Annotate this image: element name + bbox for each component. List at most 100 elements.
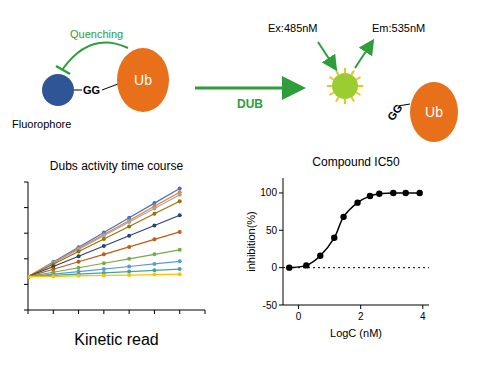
data-point xyxy=(178,267,182,271)
data-point xyxy=(152,206,156,210)
glow-ray xyxy=(352,97,355,101)
diagram: QuenchingFluorophoreGGUbDUBEx:485nMEm:53… xyxy=(12,22,458,142)
bond xyxy=(74,90,82,91)
data-point xyxy=(28,275,30,279)
bond xyxy=(398,104,410,106)
plot-area xyxy=(286,190,423,271)
data-point xyxy=(51,274,55,278)
data-point xyxy=(127,234,131,238)
y-tick xyxy=(24,207,28,208)
data-point xyxy=(127,220,131,224)
quench-arc xyxy=(62,42,128,70)
linker-label: GG xyxy=(83,84,100,96)
free-fluorophore xyxy=(332,73,358,99)
series-line xyxy=(28,215,180,276)
y-tick xyxy=(24,233,28,234)
data-point xyxy=(28,275,30,279)
data-point xyxy=(152,273,156,277)
data-point xyxy=(152,252,156,256)
enzyme-label: DUB xyxy=(237,97,263,111)
data-point xyxy=(178,230,182,234)
y-axis xyxy=(283,178,284,305)
y-tick-label: 50 xyxy=(266,225,278,236)
figure: QuenchingFluorophoreGGUbDUBEx:485nMEm:53… xyxy=(0,0,478,370)
glow-ray xyxy=(358,85,363,87)
data-point xyxy=(127,245,131,249)
data-point xyxy=(77,254,81,258)
data-point xyxy=(127,224,131,228)
series-line xyxy=(28,188,180,276)
x-tick xyxy=(78,310,79,314)
series-line xyxy=(28,195,180,277)
series-line xyxy=(289,193,419,268)
data-point xyxy=(77,266,81,270)
x-tick xyxy=(154,310,155,314)
series-line xyxy=(28,269,180,277)
x-tick xyxy=(298,305,299,309)
x-tick xyxy=(422,305,423,309)
data-point xyxy=(28,275,30,279)
y-tick-label: 100 xyxy=(260,187,277,198)
data-point xyxy=(390,190,396,196)
series-line xyxy=(28,192,180,276)
chart: 024-50050100Compound IC50LogC (nM)inhibi… xyxy=(245,155,429,339)
data-point xyxy=(77,274,81,278)
data-point xyxy=(340,214,346,220)
glow-ray xyxy=(344,99,346,104)
x-tick-label: 2 xyxy=(358,311,364,322)
data-point xyxy=(152,224,156,228)
y-axis xyxy=(28,182,29,310)
y-tick xyxy=(279,192,283,193)
ub-label: Ub xyxy=(425,104,443,120)
data-point xyxy=(102,267,106,271)
y-tick xyxy=(24,310,28,311)
fluorophore xyxy=(42,74,74,106)
data-point xyxy=(77,260,81,264)
data-point xyxy=(367,193,373,199)
glow-ray xyxy=(336,97,339,101)
data-point xyxy=(28,275,30,279)
data-point xyxy=(28,275,30,279)
data-point xyxy=(331,235,337,241)
emission-arrow xyxy=(355,42,372,68)
y-tick xyxy=(24,284,28,285)
ubiquitin xyxy=(410,82,458,142)
data-point xyxy=(152,268,156,272)
data-point xyxy=(178,199,182,203)
series-line xyxy=(28,250,180,277)
x-tick xyxy=(129,310,130,314)
data-point xyxy=(317,252,323,258)
data-point xyxy=(178,248,182,252)
data-point xyxy=(286,264,292,270)
y-tick xyxy=(24,258,28,259)
quench-bar xyxy=(56,66,70,74)
y-tick xyxy=(279,267,283,268)
data-point xyxy=(28,275,30,279)
excitation-arrow xyxy=(318,42,335,68)
glow-ray xyxy=(344,68,346,73)
x-tick xyxy=(360,305,361,309)
data-point xyxy=(102,237,106,241)
data-point xyxy=(178,272,182,276)
y-tick-label: 0 xyxy=(271,262,277,273)
data-point xyxy=(127,270,131,274)
data-point xyxy=(127,273,131,277)
quenching-label: Quenching xyxy=(70,28,123,40)
chart-title: Dubs activity time course xyxy=(50,159,184,173)
glow-ray xyxy=(327,85,332,87)
glow-ray xyxy=(329,93,333,96)
data-point xyxy=(178,259,182,263)
glow-ray xyxy=(352,70,355,74)
data-point xyxy=(354,199,360,205)
data-point xyxy=(403,190,409,196)
data-point xyxy=(127,257,131,261)
data-point xyxy=(102,273,106,277)
series-line xyxy=(28,274,180,277)
y-tick xyxy=(279,230,283,231)
emission-label: Em:535nM xyxy=(372,22,425,34)
y-tick-label: -50 xyxy=(263,300,278,311)
x-tick xyxy=(53,310,54,314)
series-line xyxy=(28,232,180,277)
x-tick xyxy=(103,310,104,314)
data-point xyxy=(303,262,309,268)
